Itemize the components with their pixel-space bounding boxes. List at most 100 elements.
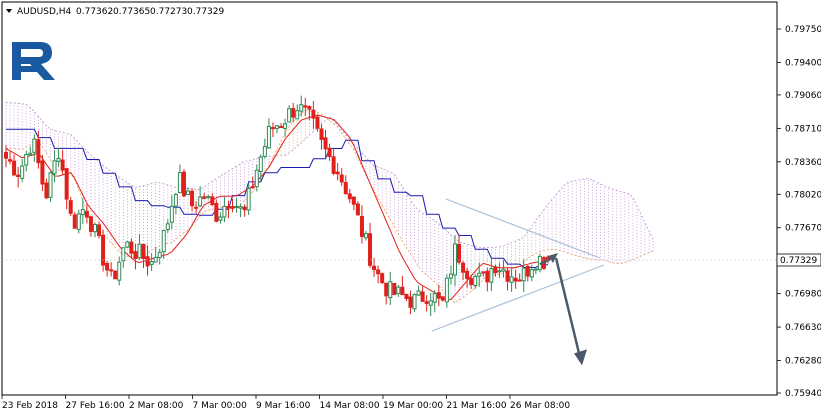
candle-body bbox=[469, 278, 474, 285]
open-value: 0.77362 bbox=[76, 7, 113, 17]
candle-body bbox=[311, 109, 316, 119]
candle-body bbox=[230, 206, 235, 209]
price-tick-label: 0.75940 bbox=[785, 389, 821, 399]
candle-body bbox=[137, 243, 142, 259]
candle-body bbox=[121, 247, 126, 262]
candle-body bbox=[194, 206, 199, 209]
time-tick-label: 19 Mar 00:00 bbox=[383, 401, 443, 411]
candle-body bbox=[157, 251, 162, 258]
candle-body bbox=[133, 251, 138, 259]
current-price-text: 0.77329 bbox=[780, 256, 817, 266]
candle-body bbox=[198, 196, 203, 207]
candle-body bbox=[497, 270, 502, 273]
candle-body bbox=[270, 127, 275, 130]
candle-body bbox=[60, 159, 65, 171]
candle-body bbox=[242, 206, 247, 211]
candle-body bbox=[218, 216, 223, 221]
candle-body bbox=[32, 138, 37, 153]
candle-body bbox=[396, 286, 401, 295]
candle-body bbox=[335, 171, 340, 175]
candle-body bbox=[355, 203, 360, 216]
candle-body bbox=[250, 186, 255, 189]
kijun-sen-line bbox=[6, 128, 548, 268]
price-tick-label: 0.76280 bbox=[785, 357, 821, 367]
candle-body bbox=[254, 169, 259, 188]
candle-body bbox=[533, 268, 538, 271]
candle-body bbox=[52, 160, 57, 175]
candle-body bbox=[416, 290, 421, 296]
dropdown-triangle-icon[interactable] bbox=[6, 9, 12, 13]
candle-body bbox=[465, 270, 470, 280]
candle-body bbox=[186, 190, 191, 196]
broker-logo bbox=[12, 42, 55, 80]
candle-body bbox=[68, 200, 73, 214]
candle-body bbox=[392, 282, 397, 295]
candle-body bbox=[299, 104, 304, 112]
candle-body bbox=[97, 224, 102, 237]
candle-body bbox=[485, 270, 490, 283]
candle-body bbox=[363, 233, 368, 239]
candle-body bbox=[347, 193, 352, 200]
candle-body bbox=[436, 292, 441, 299]
time-tick-label: 2 Mar 08:00 bbox=[129, 401, 184, 411]
candle-body bbox=[505, 270, 510, 282]
price-tick-label: 0.79060 bbox=[785, 91, 821, 101]
candle-body bbox=[20, 165, 25, 179]
time-tick-label: 14 Mar 08:00 bbox=[320, 401, 380, 411]
short-up-arrow-shaft bbox=[539, 256, 553, 266]
candle-body bbox=[80, 209, 85, 216]
candle-body bbox=[12, 160, 17, 176]
price-tick-label: 0.78360 bbox=[785, 158, 821, 168]
candle-body bbox=[529, 269, 534, 278]
candle-body bbox=[28, 152, 33, 156]
price-axis[interactable]: 0.79750 0.79400 0.79060 0.78710 0.78360 0.780… bbox=[777, 25, 821, 399]
candle-body bbox=[84, 210, 89, 218]
candle-body bbox=[368, 233, 373, 266]
candle-body bbox=[303, 105, 308, 108]
candle-body bbox=[275, 125, 279, 129]
candle-body bbox=[4, 151, 8, 159]
candle-body bbox=[376, 269, 381, 275]
time-tick-label: 23 Feb 2018 bbox=[2, 401, 58, 411]
candle-body bbox=[129, 241, 134, 254]
kijun-path bbox=[6, 128, 548, 268]
candle-body bbox=[145, 256, 150, 267]
candle-body bbox=[36, 139, 41, 164]
candle-body bbox=[246, 188, 251, 211]
candle-body bbox=[307, 105, 312, 110]
candle-body bbox=[214, 203, 219, 222]
candle-body bbox=[372, 265, 377, 271]
candle-body bbox=[56, 157, 61, 162]
time-tick-label: 27 Feb 16:00 bbox=[66, 401, 125, 411]
candle-body bbox=[380, 273, 385, 284]
tenkan-sen-line bbox=[5, 114, 549, 301]
candle-body bbox=[202, 196, 207, 199]
candle-body bbox=[48, 172, 53, 198]
candle-body bbox=[279, 126, 284, 129]
candle-body bbox=[444, 277, 449, 303]
candle-body bbox=[44, 182, 49, 199]
candle-body bbox=[525, 265, 530, 277]
candle-body bbox=[481, 271, 486, 274]
candle-body bbox=[40, 160, 45, 185]
candle-body bbox=[210, 196, 215, 206]
price-tick-label: 0.76630 bbox=[785, 323, 821, 333]
candle-body bbox=[109, 269, 114, 272]
close-value: 0.77329 bbox=[187, 7, 224, 17]
candle-body bbox=[489, 268, 494, 283]
candle-body bbox=[226, 206, 231, 209]
candle-body bbox=[72, 214, 77, 229]
low-value: 0.77273 bbox=[150, 7, 187, 17]
candle-body bbox=[173, 193, 178, 207]
candle-body bbox=[432, 293, 437, 303]
candle-body bbox=[408, 296, 413, 308]
candle-body bbox=[521, 267, 526, 282]
time-tick-label: 9 Mar 16:00 bbox=[256, 401, 311, 411]
candle-body bbox=[149, 261, 154, 265]
candle-body bbox=[412, 294, 417, 310]
candle-body bbox=[234, 205, 239, 208]
time-axis[interactable]: 23 Feb 2018 27 Feb 16:00 2 Mar 08:00 7 Mar … bbox=[1, 395, 570, 411]
candle-body bbox=[331, 156, 336, 174]
candle-body bbox=[88, 216, 93, 232]
